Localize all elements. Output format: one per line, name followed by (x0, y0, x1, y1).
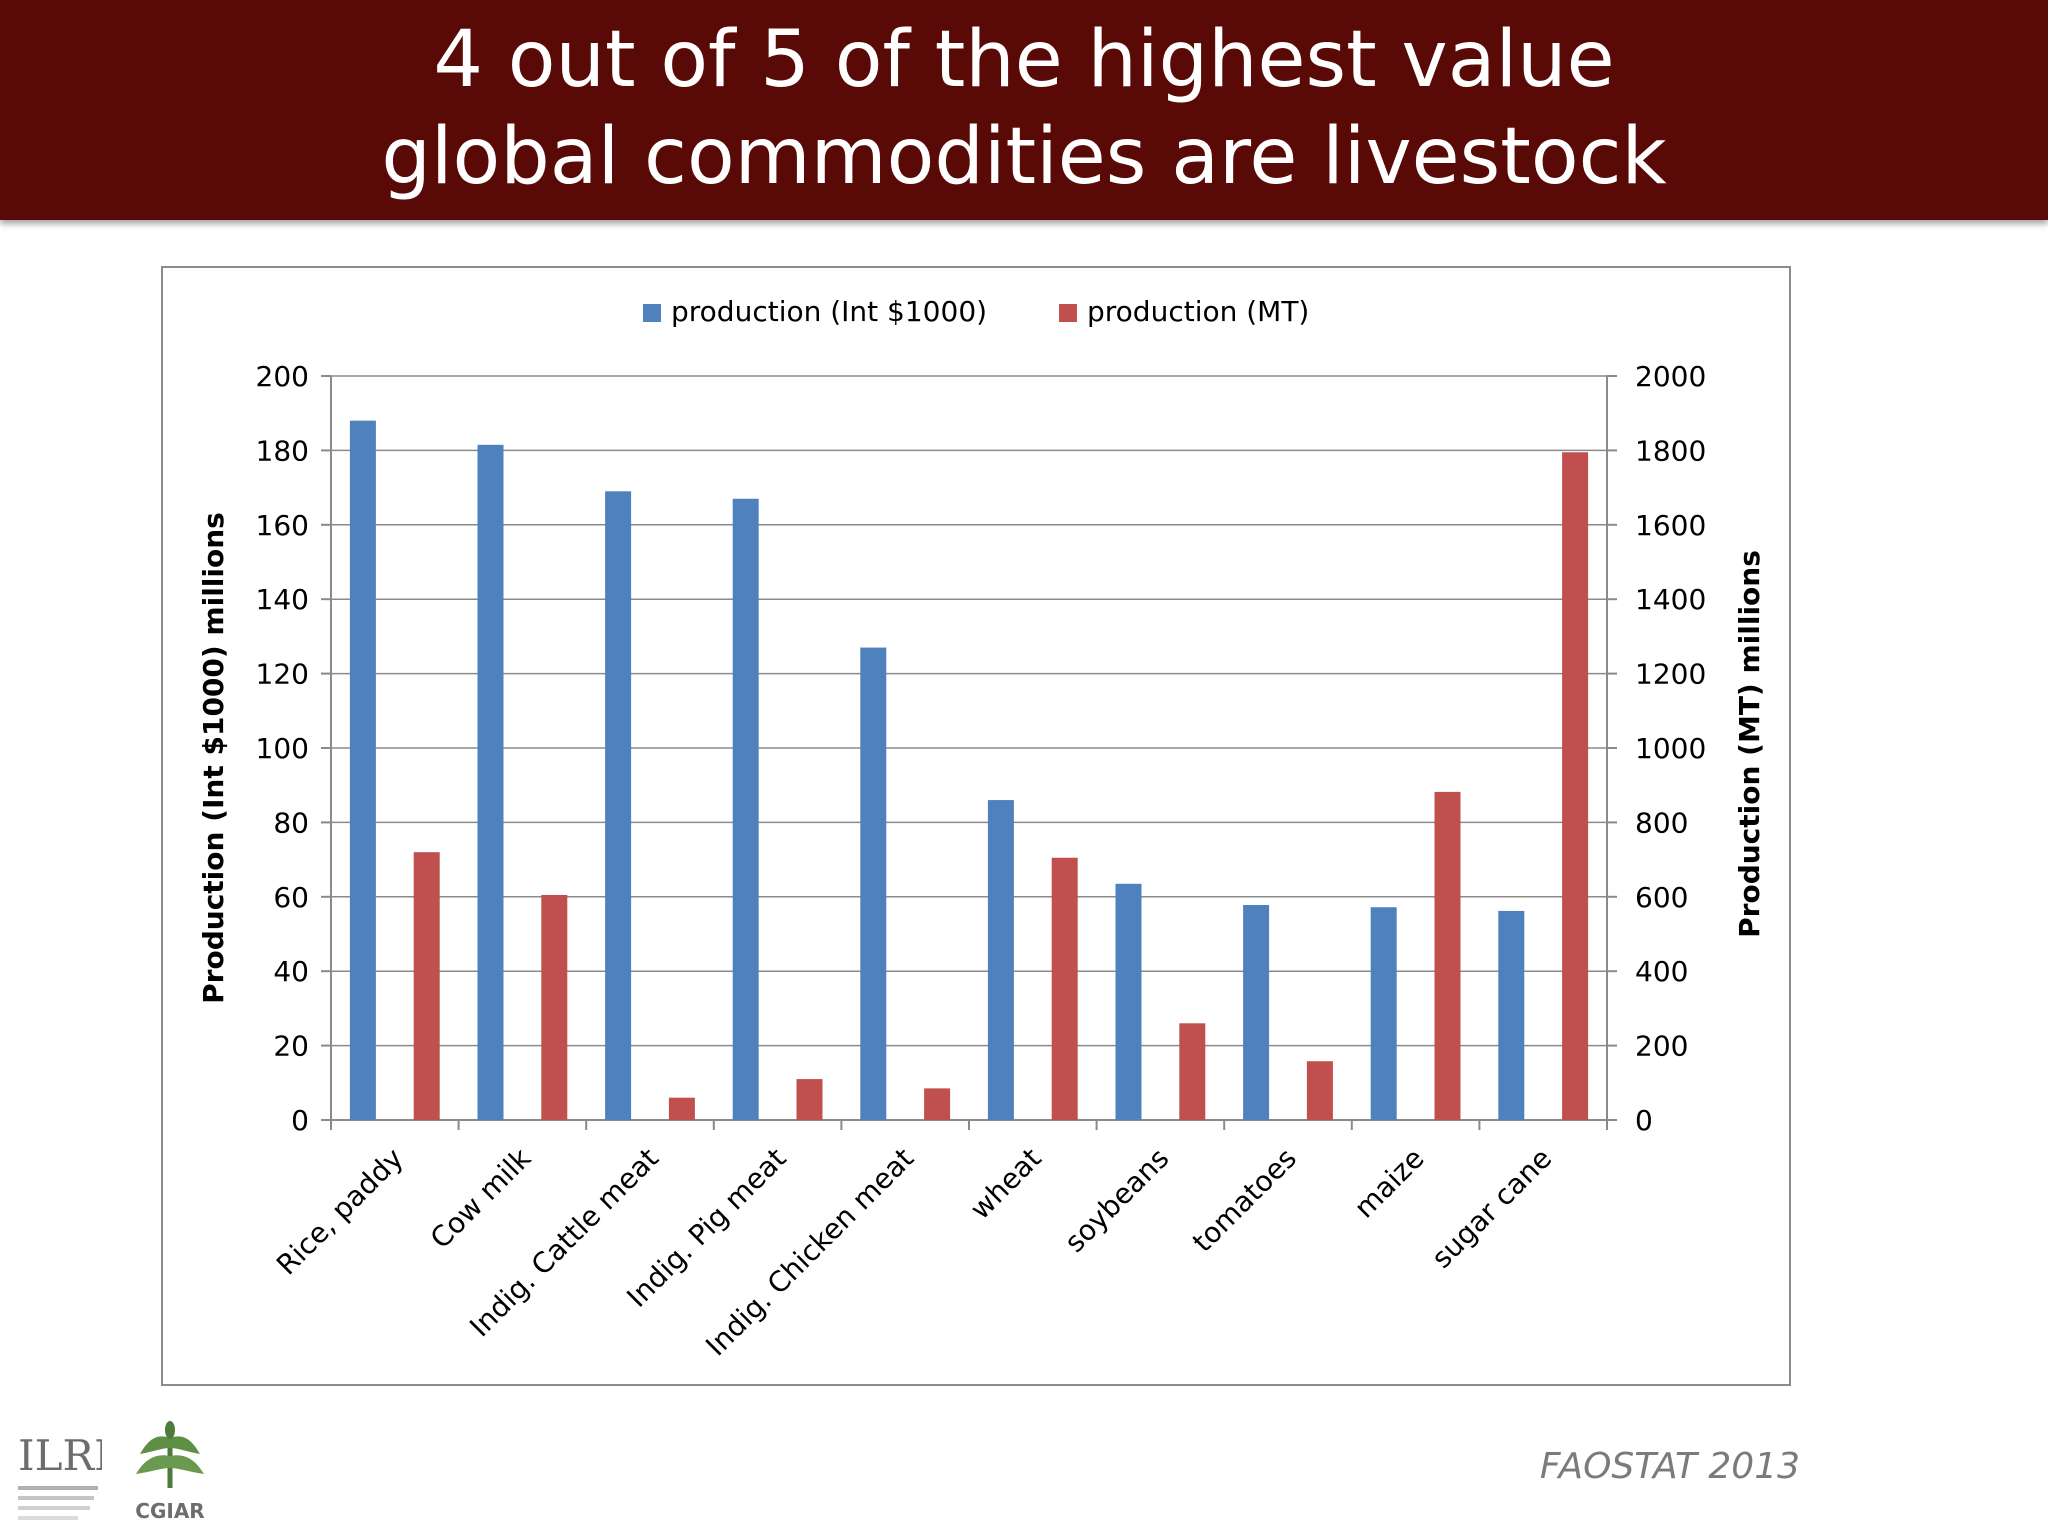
bar-int-value (860, 647, 887, 1120)
ilri-logo: ILRI (18, 1426, 111, 1522)
cgiar-logo: CGIAR (128, 1418, 212, 1523)
bar-int-value (732, 498, 759, 1120)
slide-title-line2: global commodities are livestock (381, 112, 1667, 202)
slide-title: 4 out of 5 of the highest value global c… (0, 12, 2048, 206)
y-tick-label-left: 0 (291, 1104, 309, 1137)
x-category-label: tomatoes (1186, 1142, 1303, 1259)
y-tick-label-left: 100 (256, 732, 309, 765)
chart-frame: 0 20 40 60 80 100 120 140 160 180 200 0 200 400 600 800… (161, 266, 1791, 1386)
x-category-label: Indig. Chicken meat (699, 1142, 920, 1363)
y-tick-label-right: 800 (1635, 806, 1688, 839)
source-note: FAOSTAT 2013 (1539, 1446, 1800, 1487)
y-tick-label-left: 160 (256, 509, 309, 542)
x-category-label: soybeans (1058, 1142, 1175, 1259)
y-tick-label-right: 1000 (1635, 732, 1706, 765)
y-tick-label-right: 2000 (1635, 360, 1706, 393)
x-category-label: Cow milk (424, 1141, 538, 1255)
bar-int-value (605, 491, 632, 1120)
legend-label-mt-value: production (MT) (1087, 295, 1309, 328)
y-tick-label-right: 1200 (1635, 658, 1706, 691)
y-tick-label-left: 80 (273, 806, 309, 839)
y-tick-label-left: 140 (256, 583, 309, 616)
bar-int-value (477, 444, 504, 1120)
bar-mt-value (1179, 1023, 1206, 1120)
y-tick-label-right: 0 (1635, 1104, 1653, 1137)
x-category-label: wheat (964, 1142, 1048, 1226)
y-tick-label-left: 200 (256, 360, 309, 393)
svg-text:ILRI: ILRI (18, 1431, 102, 1480)
bar-mt-value (1051, 857, 1078, 1120)
y-tick-label-right: 1400 (1635, 583, 1706, 616)
legend-swatch-int-value (643, 304, 661, 322)
svg-text:CGIAR: CGIAR (135, 1499, 204, 1522)
y-tick-label-right: 1800 (1635, 434, 1706, 467)
bar-int-value (1370, 907, 1397, 1120)
slide-title-line1: 4 out of 5 of the highest value (433, 15, 1615, 105)
legend-label-int-value: production (Int $1000) (671, 295, 987, 328)
bar-mt-value (413, 852, 440, 1120)
legend-swatch-mt-value (1059, 304, 1077, 322)
y-tick-label-right: 600 (1635, 881, 1688, 914)
bar-int-value (1243, 904, 1270, 1120)
bar-chart: 0204060801001201401601802000200400600800… (197, 295, 1766, 1363)
y-tick-label-right: 400 (1635, 955, 1688, 988)
bar-int-value (1115, 883, 1142, 1120)
y-axis-title-right: Production (MT) millions (1733, 550, 1766, 938)
x-category-label: sugar cane (1425, 1142, 1558, 1275)
y-tick-label-left: 20 (273, 1030, 309, 1063)
bar-mt-value (1562, 452, 1589, 1120)
bar-mt-value (796, 1079, 823, 1120)
bar-mt-value (1434, 791, 1461, 1120)
x-category-label: maize (1348, 1142, 1431, 1225)
bar-int-value (349, 420, 376, 1120)
bar-mt-value (1306, 1061, 1333, 1120)
x-category-label: Rice, paddy (270, 1142, 410, 1282)
y-tick-label-left: 60 (273, 881, 309, 914)
bar-mt-value (924, 1088, 951, 1120)
y-tick-label-right: 1600 (1635, 509, 1706, 542)
y-tick-label-right: 200 (1635, 1030, 1688, 1063)
title-banner: 4 out of 5 of the highest value global c… (0, 0, 2048, 220)
y-tick-label-left: 180 (256, 434, 309, 467)
y-tick-label-left: 120 (256, 658, 309, 691)
bar-mt-value (668, 1097, 695, 1120)
bar-int-value (1498, 910, 1525, 1120)
bar-mt-value (541, 894, 568, 1120)
y-tick-label-left: 40 (273, 955, 309, 988)
bar-int-value (987, 800, 1014, 1120)
y-axis-title-left: Production (Int $1000) millions (197, 512, 230, 1004)
